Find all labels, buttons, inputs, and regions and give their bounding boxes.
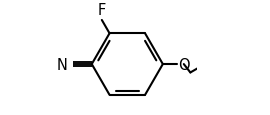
Text: O: O xyxy=(178,57,189,72)
Text: N: N xyxy=(57,57,68,72)
Text: F: F xyxy=(98,3,106,18)
